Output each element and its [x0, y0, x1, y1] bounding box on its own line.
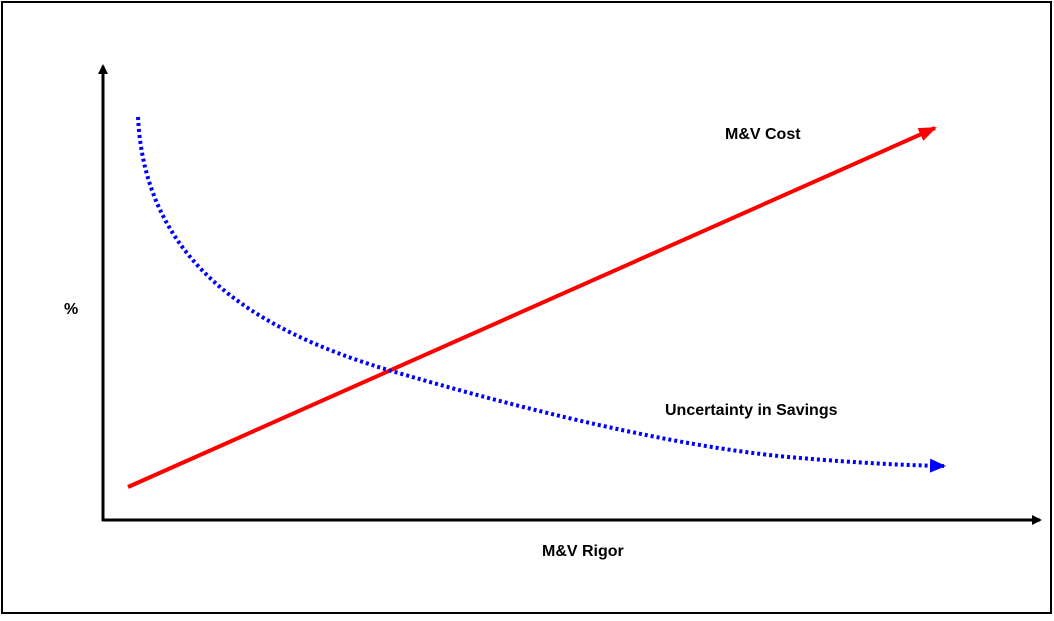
y-axis-label: %	[64, 301, 78, 318]
uncertainty-curve	[136, 116, 946, 473]
uncertainty-label: Uncertainty in Savings	[665, 402, 838, 419]
cost-line	[127, 126, 937, 489]
x-axis-label: M&V Rigor	[542, 543, 624, 560]
cost-label: M&V Cost	[725, 126, 801, 143]
